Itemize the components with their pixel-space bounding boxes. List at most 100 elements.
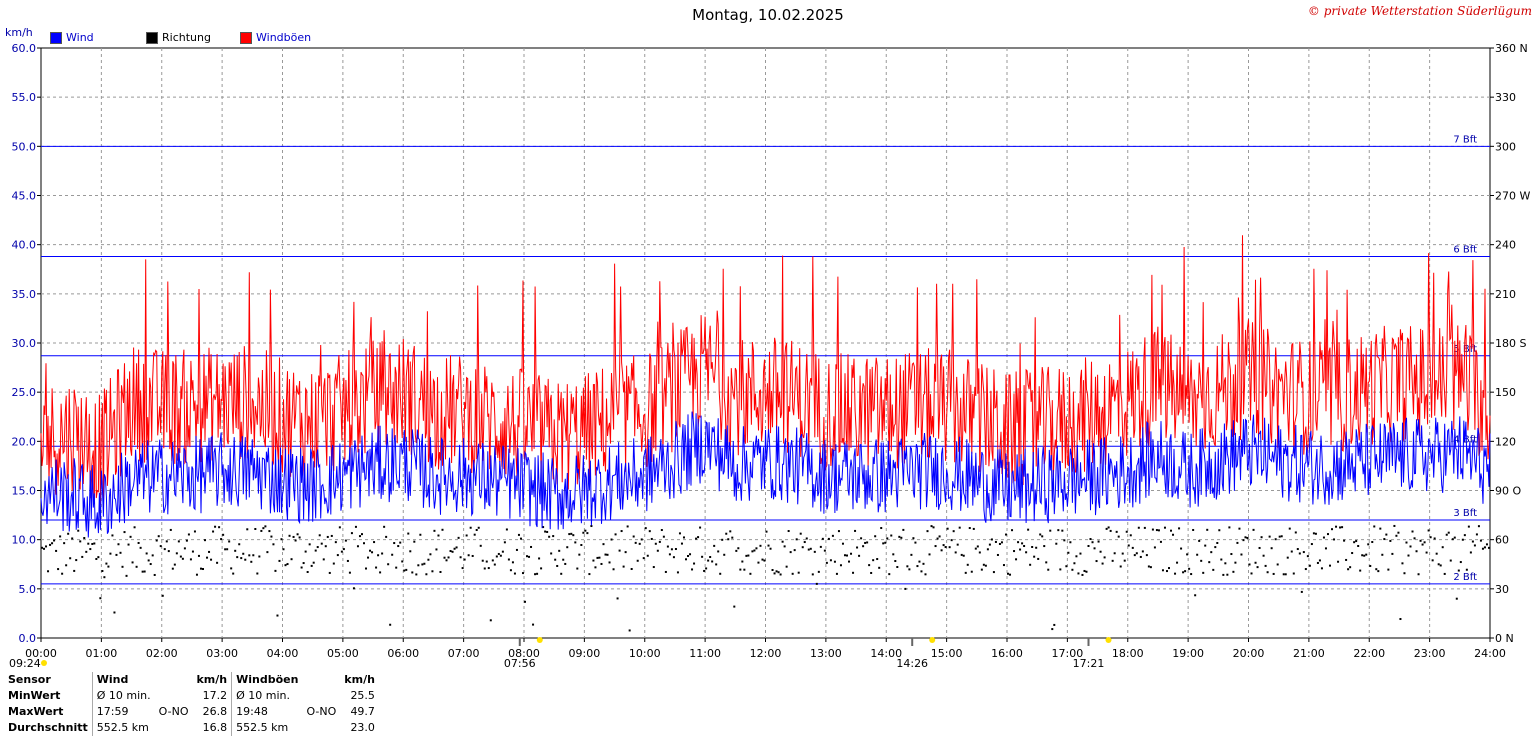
direction-point [280,538,283,541]
direction-point [1339,526,1342,529]
direction-point [125,574,128,577]
direction-point [473,533,476,536]
direction-point [1121,552,1124,555]
direction-point [524,600,526,603]
stats-gust-min-value: 25.5 [350,689,375,702]
direction-point [1172,533,1175,536]
direction-point [1300,590,1303,593]
direction-point [115,553,118,556]
direction-point [1115,530,1118,533]
direction-point [755,547,758,550]
stats-wind-avg-dist: 552.5 km [91,720,155,736]
direction-point [618,549,621,552]
direction-point [960,553,963,556]
direction-point [1013,550,1016,553]
direction-point [1268,535,1271,538]
direction-point [276,614,279,617]
direction-point [65,564,68,567]
direction-point [157,535,160,538]
direction-point [1387,568,1390,571]
direction-point [354,525,357,528]
direction-point [1377,570,1380,573]
direction-point [256,572,259,575]
direction-point [1236,541,1239,544]
direction-point [284,564,287,567]
direction-point [111,534,114,537]
direction-point [1035,546,1038,549]
direction-point [75,559,78,562]
direction-point [1083,569,1086,572]
direction-point [823,549,826,552]
stats-wind-min-time: Ø 10 min. [91,688,155,704]
direction-point [900,536,903,539]
direction-point [662,535,665,538]
direction-point [53,539,56,542]
direction-point [153,573,156,576]
direction-point [69,557,72,560]
direction-point [1331,528,1334,531]
direction-point [1405,541,1408,544]
direction-point [735,549,738,552]
direction-point [296,533,299,536]
direction-point [395,566,398,569]
sun-marker-label: 14:26 [896,657,928,668]
x-tick-label: 10:00 [629,647,661,660]
direction-point [678,532,681,535]
direction-point [202,568,204,571]
direction-point [393,542,396,545]
x-tick-label: 01:00 [86,647,118,660]
direction-point [1230,553,1233,556]
direction-point [493,563,496,566]
direction-point [306,571,309,574]
direction-point [461,567,464,570]
direction-point [1383,538,1386,541]
direction-point [1019,548,1022,551]
direction-point [346,559,349,562]
direction-point [1194,594,1197,597]
direction-point [1250,572,1253,575]
direction-point [846,554,848,557]
direction-point [773,572,776,575]
direction-point [517,533,520,536]
direction-point [910,553,913,556]
direction-point [576,567,579,570]
direction-point [1421,543,1424,546]
direction-point [652,566,655,569]
direction-point [322,558,325,561]
y2-tick-label: 270 W [1495,190,1530,203]
direction-point [1320,567,1323,570]
direction-point [1345,558,1348,561]
direction-point [1119,565,1122,568]
direction-point [586,532,589,535]
direction-point [990,538,993,541]
stats-row-avg: Durchschnitt 552.5 km 16.8 552.5 km 23.0 [4,720,379,736]
sun-icon [1105,637,1112,643]
direction-point [1264,564,1267,567]
direction-point [747,554,750,557]
direction-point [1341,526,1344,529]
direction-point [1256,566,1259,569]
direction-point [175,552,178,555]
direction-point [189,558,192,561]
direction-point [1168,567,1170,570]
direction-point [397,545,400,548]
direction-point [1135,552,1138,555]
direction-point [876,558,879,561]
direction-point [403,569,406,572]
x-tick-label: 12:00 [750,647,782,660]
direction-point [1282,573,1285,576]
direction-point [212,530,215,533]
direction-point [419,533,422,536]
direction-point [1055,542,1058,545]
direction-point [187,533,190,536]
direction-point [1107,526,1110,529]
direction-point [1151,528,1154,531]
direction-point [1184,570,1187,573]
direction-point [471,554,474,557]
direction-point [831,534,834,537]
x-tick-label: 07:00 [448,647,480,660]
direction-point [204,539,207,542]
direction-point [858,554,861,557]
direction-point [964,571,967,574]
y-tick-label: 40.0 [12,239,37,252]
